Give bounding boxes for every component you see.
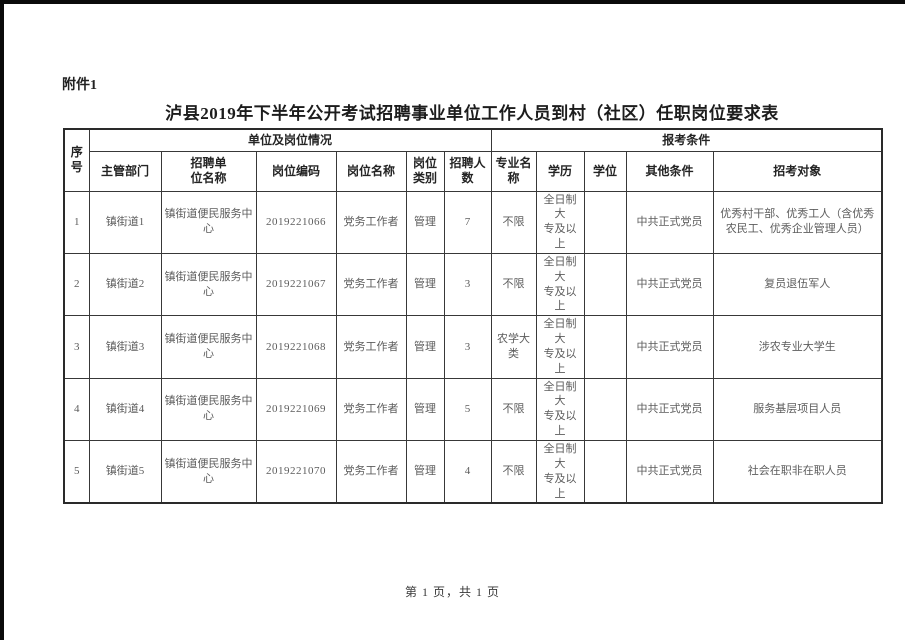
cell-serial: 5 (63, 440, 90, 504)
col-header-major: 专业名 称 (490, 150, 537, 192)
cell-degree (583, 252, 627, 317)
cell-education: 全日制大 专及以上 (535, 440, 585, 504)
group-header-apply-conditions: 报考条件 (490, 128, 883, 152)
scan-edge-left (0, 0, 4, 640)
cell-count: 3 (443, 315, 492, 379)
cell-education: 全日制大 专及以上 (535, 190, 585, 254)
cell-target: 社会在职非在职人员 (712, 440, 883, 504)
cell-dept: 镇街道1 (88, 190, 162, 254)
cell-category: 管理 (405, 377, 445, 442)
cell-unit: 镇街道便民服务中心 (160, 377, 257, 442)
cell-unit: 镇街道便民服务中心 (160, 252, 257, 317)
page-title: 泸县2019年下半年公开考试招聘事业单位工作人员到村（社区）任职岗位要求表 (165, 104, 779, 123)
cell-category: 管理 (405, 252, 445, 317)
cell-post: 党务工作者 (335, 190, 407, 254)
col-header-serial: 序 号 (63, 128, 90, 192)
cell-degree (583, 190, 627, 254)
col-header-degree: 学位 (583, 150, 627, 192)
cell-major: 不限 (490, 440, 537, 504)
cell-education: 全日制大 专及以上 (535, 377, 585, 442)
column-header-row: 主管部门 招聘单 位名称 岗位编码 岗位名称 岗位 类别 招聘人 数 专业名 称… (64, 150, 883, 192)
cell-code: 2019221068 (255, 315, 337, 379)
cell-degree (583, 315, 627, 379)
col-header-count: 招聘人 数 (443, 150, 492, 192)
table-row: 4 镇街道4 镇街道便民服务中心 2019221069 党务工作者 管理 5 不… (63, 377, 883, 442)
job-requirements-table: 序 号 单位及岗位情况 报考条件 主管部门 招聘单 位名称 岗位编码 岗位名称 … (63, 128, 884, 505)
cell-major: 农学大类 (490, 315, 537, 379)
cell-other: 中共正式党员 (625, 440, 714, 504)
cell-education: 全日制大 专及以上 (535, 252, 585, 317)
cell-post: 党务工作者 (335, 440, 407, 504)
col-header-education: 学历 (535, 150, 585, 192)
cell-post: 党务工作者 (335, 252, 407, 317)
cell-other: 中共正式党员 (625, 315, 714, 379)
cell-dept: 镇街道4 (88, 377, 162, 442)
cell-other: 中共正式党员 (625, 190, 714, 254)
col-header-dept: 主管部门 (88, 150, 162, 192)
cell-count: 4 (443, 440, 492, 504)
cell-code: 2019221070 (255, 440, 337, 504)
cell-unit: 镇街道便民服务中心 (160, 315, 257, 379)
cell-education: 全日制大 专及以上 (535, 315, 585, 379)
cell-serial: 3 (63, 315, 90, 379)
cell-category: 管理 (405, 440, 445, 504)
col-header-post: 岗位名称 (335, 150, 407, 192)
page-footer: 第 1 页，共 1 页 (404, 585, 500, 599)
cell-target: 涉农专业大学生 (712, 315, 883, 379)
col-header-unit: 招聘单 位名称 (160, 150, 257, 192)
cell-count: 5 (443, 377, 492, 442)
cell-count: 3 (443, 252, 492, 317)
cell-dept: 镇街道5 (88, 440, 162, 504)
cell-major: 不限 (490, 377, 537, 442)
cell-category: 管理 (405, 315, 445, 379)
table-row: 1 镇街道1 镇街道便民服务中心 2019221066 党务工作者 管理 7 不… (63, 190, 883, 254)
cell-other: 中共正式党员 (625, 252, 714, 317)
scan-edge-top (0, 0, 905, 4)
cell-other: 中共正式党员 (625, 377, 714, 442)
cell-dept: 镇街道2 (88, 252, 162, 317)
col-header-code: 岗位编码 (255, 150, 337, 192)
cell-post: 党务工作者 (335, 315, 407, 379)
col-header-other: 其他条件 (625, 150, 714, 192)
cell-serial: 2 (63, 252, 90, 317)
cell-code: 2019221069 (255, 377, 337, 442)
cell-major: 不限 (490, 252, 537, 317)
cell-code: 2019221067 (255, 252, 337, 317)
cell-dept: 镇街道3 (88, 315, 162, 379)
group-header-row: 序 号 单位及岗位情况 报考条件 (63, 128, 883, 192)
cell-code: 2019221066 (255, 190, 337, 254)
cell-post: 党务工作者 (335, 377, 407, 442)
table-row: 3 镇街道3 镇街道便民服务中心 2019221068 党务工作者 管理 3 农… (63, 315, 883, 379)
table-row: 2 镇街道2 镇街道便民服务中心 2019221067 党务工作者 管理 3 不… (63, 252, 883, 317)
cell-unit: 镇街道便民服务中心 (160, 440, 257, 504)
col-header-target: 招考对象 (712, 150, 883, 192)
cell-target: 优秀村干部、优秀工人（含优秀农民工、优秀企业管理人员） (712, 190, 883, 254)
cell-count: 7 (443, 190, 492, 254)
cell-degree (583, 377, 627, 442)
cell-degree (583, 440, 627, 504)
table-row: 5 镇街道5 镇街道便民服务中心 2019221070 党务工作者 管理 4 不… (63, 440, 883, 504)
group-header-unit-post: 单位及岗位情况 (88, 128, 492, 152)
col-header-category: 岗位 类别 (405, 150, 445, 192)
cell-unit: 镇街道便民服务中心 (160, 190, 257, 254)
cell-serial: 4 (63, 377, 90, 442)
cell-serial: 1 (63, 190, 90, 254)
cell-category: 管理 (405, 190, 445, 254)
attachment-label: 附件1 (62, 78, 97, 93)
cell-target: 复员退伍军人 (712, 252, 883, 317)
cell-major: 不限 (490, 190, 537, 254)
cell-target: 服务基层项目人员 (712, 377, 883, 442)
